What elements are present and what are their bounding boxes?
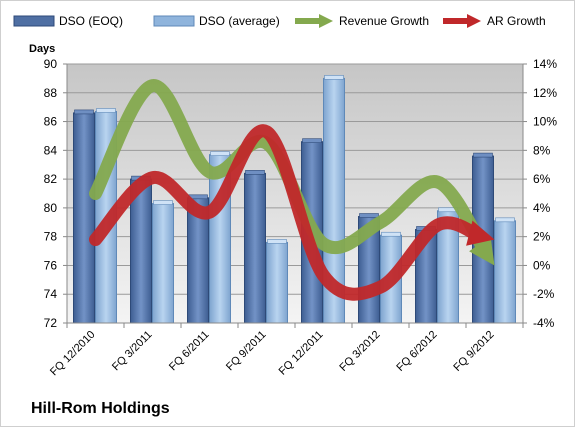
- bar-dso-eoq: [244, 172, 266, 324]
- legend-swatch-dso-eoq: [13, 15, 55, 27]
- y-tick-label: 88: [44, 86, 58, 100]
- y2-tick-label: 2%: [533, 230, 551, 244]
- y2-tick-label: 4%: [533, 201, 551, 215]
- legend: DSO (EOQ) DSO (average) Revenue Growth A…: [13, 11, 573, 31]
- y-tick-label: 86: [44, 115, 58, 129]
- legend-item-ar-growth: AR Growth: [441, 11, 546, 31]
- y-tick-label: 80: [44, 201, 58, 215]
- bar-dso-average: [266, 241, 288, 324]
- x-tick-label: FQ 9/2011: [224, 329, 269, 374]
- legend-arrow-ar-growth: [443, 14, 481, 28]
- y-axis-title: Days: [29, 43, 56, 55]
- legend-item-dso-eoq: DSO (EOQ): [13, 11, 123, 31]
- x-tick-label: FQ 3/2011: [110, 329, 155, 374]
- y-tick-label: 90: [44, 57, 58, 71]
- bar-cap-dso-eoq: [359, 213, 379, 218]
- x-tick-label: FQ 6/2011: [167, 329, 212, 374]
- legend-label-ar-growth: AR Growth: [487, 14, 546, 28]
- y2-tick-label: 10%: [533, 115, 557, 129]
- y2-tick-label: -4%: [533, 316, 555, 330]
- bar-dso-eoq: [130, 178, 152, 324]
- y2-tick-label: 14%: [533, 57, 557, 71]
- legend-label-revenue-growth: Revenue Growth: [339, 14, 430, 28]
- legend-item-dso-average: DSO (average): [153, 11, 280, 31]
- bar-dso-average: [494, 220, 516, 324]
- arrowhead-revenue-growth: [469, 236, 495, 266]
- legend-label-dso-eoq: DSO (EOQ): [59, 14, 124, 28]
- bar-cap-dso-average: [153, 200, 173, 205]
- y2-tick-label: -2%: [533, 287, 555, 301]
- y-tick-label: 72: [44, 316, 58, 330]
- bar-cap-dso-average: [210, 151, 230, 156]
- y2-tick-label: 6%: [533, 172, 551, 186]
- legend-arrow-revenue-growth: [295, 14, 333, 28]
- legend-item-revenue-growth: Revenue Growth: [293, 11, 429, 31]
- x-tick-label: FQ 12/2010: [48, 329, 98, 379]
- y2-tick-label: 0%: [533, 258, 551, 272]
- line-ar-growth: [89, 124, 486, 301]
- x-tick-label: FQ 12/2011: [277, 329, 326, 378]
- legend-swatch-dso-average: [153, 15, 195, 27]
- bar-cap-dso-eoq: [473, 152, 493, 158]
- x-tick-label: FQ 3/2012: [337, 329, 382, 374]
- company-name: Hill-Rom Holdings: [31, 400, 170, 417]
- arrowhead-ar-growth: [466, 220, 495, 246]
- y-tick-label: 84: [44, 143, 58, 157]
- bar-cap-dso-eoq: [74, 109, 94, 115]
- bar-dso-eoq: [73, 112, 95, 324]
- legend-label-dso-average: DSO (average): [199, 14, 280, 28]
- y-tick-label: 78: [44, 230, 58, 244]
- bar-cap-dso-average: [495, 217, 515, 223]
- y-tick-label: 74: [44, 287, 58, 301]
- bar-dso-average: [152, 203, 174, 324]
- bar-cap-dso-average: [324, 75, 344, 80]
- bar-cap-dso-eoq: [302, 138, 322, 143]
- y2-tick-label: 12%: [533, 86, 557, 100]
- bar-cap-dso-average: [381, 231, 401, 237]
- bar-cap-dso-average: [96, 108, 116, 113]
- bar-cap-dso-average: [267, 239, 287, 244]
- x-tick-label: FQ 6/2012: [394, 329, 439, 374]
- y-tick-label: 76: [44, 258, 58, 272]
- bar-cap-dso-eoq: [245, 170, 265, 175]
- y-tick-label: 82: [44, 172, 58, 186]
- x-tick-label: FQ 9/2012: [451, 329, 496, 374]
- y2-tick-label: 8%: [533, 143, 551, 157]
